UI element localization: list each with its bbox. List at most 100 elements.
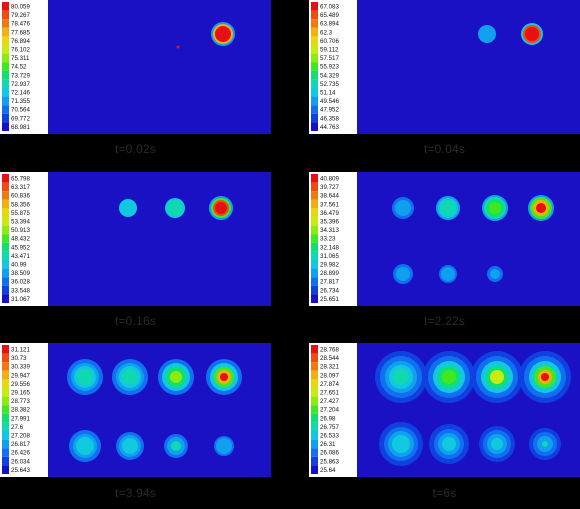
colorbar-swatch bbox=[311, 234, 318, 243]
heat-source-contour bbox=[491, 438, 503, 450]
colorbar-tick-label: 31.065 bbox=[320, 253, 339, 260]
colorbar-tick-label: 63.317 bbox=[11, 184, 30, 191]
heat-source-contour bbox=[167, 200, 183, 216]
colorbar-swatch bbox=[311, 174, 318, 183]
colorbar-swatch bbox=[311, 62, 318, 71]
colorbar-tick-label: 25.863 bbox=[320, 458, 339, 465]
colorbar-legend: 65.798 63.317 60.836 58.356 55.875 53.394 50.9… bbox=[0, 172, 48, 306]
colorbar-tick-label: 65.489 bbox=[320, 12, 339, 19]
colorbar-tick-label: 33.23 bbox=[320, 236, 336, 243]
colorbar-tick-label: 68.981 bbox=[11, 124, 30, 131]
colorbar-swatch bbox=[2, 379, 9, 388]
heat-source-contour bbox=[393, 369, 409, 385]
colorbar-swatch bbox=[311, 27, 318, 37]
colorbar-swatch bbox=[2, 191, 9, 200]
colorbar-tick-label: 31.067 bbox=[11, 296, 30, 303]
contour-panel: 67.083 65.489 63.894 62.3 60.706 59.112 57.517… bbox=[309, 0, 580, 134]
colorbar-swatch bbox=[311, 36, 318, 45]
contour-panel: 28.768 28.544 28.321 28.097 27.874 27.651 27.4… bbox=[309, 343, 580, 477]
heat-source-contour bbox=[490, 370, 504, 384]
colorbar-swatch bbox=[311, 191, 318, 200]
colorbar-swatch bbox=[2, 113, 9, 123]
colorbar-swatch bbox=[2, 277, 9, 286]
colorbar-swatch bbox=[2, 370, 9, 380]
heat-source-contour bbox=[395, 200, 411, 216]
contour-panel: 31.121 30.73 30.339 29.947 29.556 29.165 28.77… bbox=[0, 343, 271, 477]
temperature-field bbox=[176, 22, 235, 49]
heat-source-contour bbox=[442, 437, 456, 451]
heat-source-contour bbox=[215, 26, 231, 42]
colorbar-tick-label: 26.98 bbox=[320, 415, 336, 422]
colorbar-swatch bbox=[311, 251, 318, 260]
colorbar-tick-label: 26.533 bbox=[320, 433, 339, 440]
heat-source-contour bbox=[119, 199, 137, 217]
colorbar-tick-label: 59.112 bbox=[320, 47, 339, 54]
colorbar-swatch bbox=[2, 431, 9, 440]
temperature-field bbox=[119, 196, 233, 220]
colorbar-tick-label: 44.763 bbox=[320, 124, 339, 131]
colorbar-tick-label: 75.311 bbox=[11, 55, 30, 62]
colorbar-swatch bbox=[2, 10, 9, 20]
heat-source-contour bbox=[392, 435, 410, 453]
colorbar-swatch bbox=[311, 260, 318, 269]
colorbar-swatch bbox=[2, 396, 9, 406]
temperature-field bbox=[392, 195, 554, 284]
colorbar-swatch bbox=[311, 370, 318, 380]
colorbar-swatch bbox=[2, 105, 9, 114]
colorbar-swatch bbox=[311, 2, 318, 11]
colorbar-swatch bbox=[2, 88, 9, 97]
colorbar-tick-label: 28.544 bbox=[320, 355, 339, 362]
colorbar-swatch bbox=[2, 225, 9, 235]
colorbar-tick-label: 54.329 bbox=[320, 72, 339, 79]
colorbar-tick-label: 62.3 bbox=[320, 29, 333, 36]
colorbar-tick-label: 80.059 bbox=[11, 4, 30, 11]
colorbar-tick-label: 72.937 bbox=[11, 81, 30, 88]
colorbar-tick-label: 38.644 bbox=[320, 193, 339, 200]
colorbar-legend: 31.121 30.73 30.339 29.947 29.556 29.165 28.77… bbox=[0, 343, 48, 477]
colorbar-swatch bbox=[2, 362, 9, 371]
colorbar-swatch bbox=[311, 182, 318, 192]
colorbar-tick-label: 40.99 bbox=[11, 262, 27, 269]
colorbar-tick-label: 60.706 bbox=[320, 38, 339, 45]
colorbar-swatch bbox=[2, 456, 9, 466]
colorbar-swatch bbox=[311, 396, 318, 406]
contour-panel: 65.798 63.317 60.836 58.356 55.875 53.394 50.9… bbox=[0, 172, 271, 306]
colorbar-tick-label: 26.426 bbox=[11, 450, 30, 457]
colorbar-legend: 28.768 28.544 28.321 28.097 27.874 27.651 27.4… bbox=[309, 343, 357, 477]
colorbar-swatch bbox=[311, 199, 318, 209]
colorbar-tick-label: 29.165 bbox=[11, 390, 30, 397]
heat-source-contour bbox=[215, 202, 227, 214]
colorbar-swatch bbox=[311, 19, 318, 28]
contour-panel: 40.809 39.727 38.644 37.561 36.479 35.396 34.3… bbox=[309, 172, 580, 306]
colorbar-swatch bbox=[2, 439, 9, 449]
colorbar-swatch bbox=[2, 260, 9, 269]
temperature-field bbox=[67, 359, 242, 462]
time-caption: t=2.22s bbox=[423, 314, 466, 328]
colorbar-tick-label: 39.727 bbox=[320, 184, 339, 191]
colorbar-swatch bbox=[2, 242, 9, 252]
contour-panel: 80.059 79.267 78.476 77.685 76.894 76.102 75.3… bbox=[0, 0, 271, 134]
colorbar-tick-label: 36.479 bbox=[320, 210, 339, 217]
colorbar-tick-label: 32.148 bbox=[320, 244, 339, 251]
colorbar-swatch bbox=[2, 96, 9, 106]
heat-source-contour bbox=[536, 203, 546, 213]
colorbar-tick-label: 29.556 bbox=[11, 381, 30, 388]
colorbar-swatch bbox=[311, 285, 318, 295]
colorbar-swatch bbox=[2, 45, 9, 54]
heat-source-contour bbox=[170, 371, 182, 383]
heat-source-contour bbox=[541, 373, 549, 381]
colorbar-swatch bbox=[2, 448, 9, 457]
colorbar-tick-label: 25.643 bbox=[11, 467, 30, 474]
colorbar-swatch bbox=[2, 422, 9, 431]
colorbar-swatch bbox=[2, 345, 9, 354]
colorbar-tick-label: 27.6 bbox=[11, 424, 24, 431]
colorbar-tick-label: 58.356 bbox=[11, 201, 30, 208]
time-caption: t=3.94s bbox=[114, 486, 157, 500]
colorbar-tick-label: 30.339 bbox=[11, 364, 30, 371]
heat-source-contour bbox=[171, 441, 181, 451]
colorbar-tick-label: 45.952 bbox=[11, 244, 30, 251]
